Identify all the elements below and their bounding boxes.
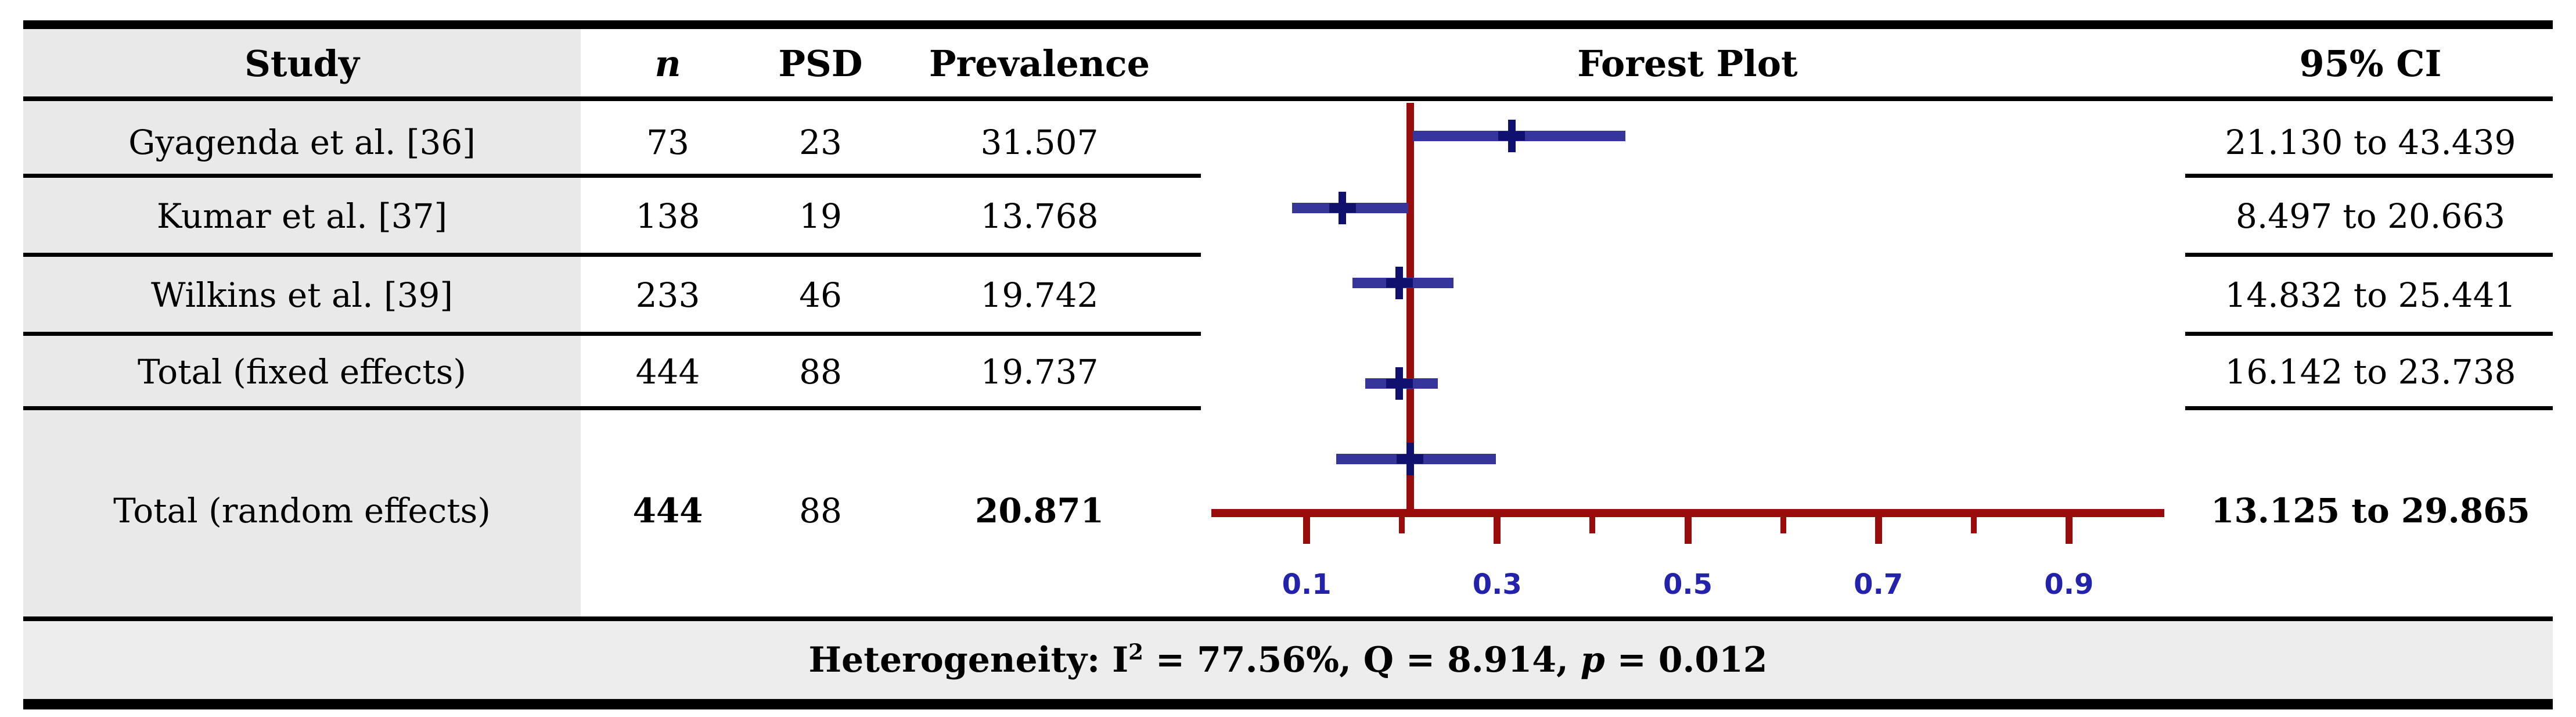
het-suffix: = 0.012 (1604, 640, 1768, 680)
point-estimate-marker-horizontal (1329, 203, 1356, 213)
x-axis-minor-tick (1399, 517, 1405, 533)
x-axis-tick-label: 0.7 (1854, 568, 1904, 601)
footer-separator (23, 616, 2553, 621)
het-prefix: Heterogeneity: I (808, 640, 1129, 680)
study-name: Wilkins et al. [39] (150, 275, 454, 315)
het-superscript: 2 (1128, 639, 1144, 665)
prevalence-value: 19.737 (980, 352, 1099, 392)
ci-value: 8.497 to 20.663 (2235, 196, 2506, 236)
column-header-95ci: 95% CI (2299, 42, 2442, 85)
x-axis-line (1211, 509, 2164, 517)
table-bottom-border (23, 699, 2553, 709)
column-header-study: Study (244, 42, 359, 85)
n-value: 138 (635, 196, 700, 236)
study-name: Total (fixed effects) (138, 352, 466, 392)
row-separator-ci (2185, 332, 2553, 336)
prevalence-value: 19.742 (980, 275, 1099, 315)
study-name: Total (random effects) (113, 491, 491, 530)
study-name: Gyagenda et al. [36] (128, 123, 476, 162)
n-value: 233 (635, 275, 700, 315)
ci-value: 13.125 to 29.865 (2211, 491, 2530, 530)
x-axis-major-tick (1684, 517, 1692, 544)
point-estimate-marker-horizontal (1386, 278, 1413, 288)
het-mid: = 77.56%, Q = 8.914, (1143, 640, 1581, 680)
psd-value: 46 (799, 275, 842, 315)
psd-value: 88 (799, 352, 842, 392)
row-separator-ci (2185, 253, 2553, 257)
psd-value: 19 (799, 196, 842, 236)
ci-value: 16.142 to 23.738 (2225, 352, 2516, 392)
column-header-psd: PSD (778, 42, 863, 85)
x-axis-tick-label: 0.9 (2044, 568, 2094, 601)
x-axis-major-tick (1494, 517, 1501, 544)
row-separator (23, 253, 1201, 257)
heterogeneity-statistics: Heterogeneity: I2 = 77.56%, Q = 8.914, p… (808, 641, 1767, 677)
psd-value: 88 (799, 491, 842, 530)
n-value: 73 (646, 123, 689, 162)
x-axis-major-tick (1875, 517, 1882, 544)
x-axis-tick-label: 0.3 (1472, 568, 1522, 601)
ci-value: 21.130 to 43.439 (2225, 123, 2516, 162)
column-header-prevalence: Prevalence (929, 42, 1150, 85)
x-axis-minor-tick (1970, 517, 1977, 533)
het-p-symbol: p (1580, 640, 1605, 680)
table-top-border (23, 20, 2553, 29)
study-name: Kumar et al. [37] (156, 196, 448, 236)
x-axis-minor-tick (1780, 517, 1786, 533)
row-separator (23, 406, 1201, 410)
ci-value: 14.832 to 25.441 (2225, 275, 2516, 315)
row-separator (23, 332, 1201, 336)
prevalence-value: 13.768 (980, 196, 1099, 236)
x-axis-major-tick (1303, 517, 1311, 544)
point-estimate-marker-horizontal (1498, 131, 1526, 141)
point-estimate-marker-horizontal (1397, 454, 1424, 464)
x-axis-tick-label: 0.1 (1282, 568, 1332, 601)
psd-value: 23 (799, 123, 842, 162)
heterogeneity-row-background (23, 621, 2553, 700)
prevalence-value: 20.871 (975, 491, 1104, 530)
point-estimate-marker-horizontal (1386, 379, 1413, 388)
study-column-background (23, 28, 581, 617)
pooled-estimate-reference-line (1406, 103, 1414, 517)
row-separator-ci (2185, 174, 2553, 178)
header-separator (23, 96, 2553, 101)
x-axis-tick-label: 0.5 (1663, 568, 1713, 601)
row-separator-ci (2185, 406, 2553, 410)
row-separator (23, 174, 1201, 178)
n-value: 444 (635, 352, 700, 392)
n-value: 444 (632, 491, 703, 530)
x-axis-minor-tick (1589, 517, 1596, 533)
column-header-forest-plot: Forest Plot (1577, 42, 1798, 85)
column-header-n: n (654, 42, 681, 85)
prevalence-value: 31.507 (980, 123, 1099, 162)
x-axis-major-tick (2065, 517, 2073, 544)
